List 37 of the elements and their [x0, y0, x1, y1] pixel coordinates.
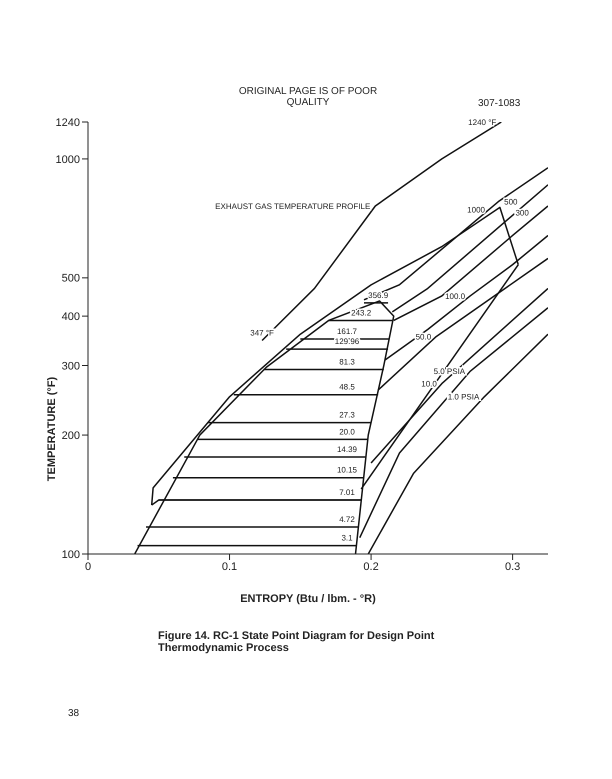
- annotation: EXHAUST GAS TEMPERATURE PROFILE: [215, 202, 370, 211]
- annotation: 243.2: [351, 308, 372, 318]
- annotation: 1.0 PSIA: [448, 392, 480, 402]
- annotation: 100.0: [445, 292, 466, 301]
- annotation: 10.15: [337, 466, 358, 475]
- annotation: 161.7: [337, 327, 358, 336]
- x-tick-label: 0.1: [222, 560, 238, 573]
- annotation: 129.96: [334, 337, 360, 346]
- annotation: 27.3: [339, 410, 356, 420]
- annotation: 500: [504, 197, 518, 206]
- y-tick-label: 300: [62, 360, 80, 372]
- annotation: 4.72: [339, 515, 356, 524]
- y-tick-label: 500: [62, 272, 80, 285]
- annotation: 50.0: [416, 332, 432, 342]
- annotation: 3.1: [341, 534, 354, 543]
- annotation: 48.5: [339, 382, 356, 392]
- annotation: 1240 °F: [468, 118, 496, 127]
- y-tick-label: 100: [62, 548, 80, 561]
- x-tick-label: 0.3: [504, 560, 520, 573]
- text: Figure 14. RC-1 State Point Diagram for Design Point Thermodynamic Process: [158, 630, 436, 654]
- text: 38: [68, 708, 80, 719]
- annotation: 81.3: [339, 358, 356, 367]
- annotation: 300: [515, 208, 530, 218]
- annotation: 14.39: [337, 445, 358, 454]
- annotation: 7.01: [339, 488, 356, 497]
- y-tick-label: 1000: [56, 154, 80, 166]
- y-tick-label: 400: [62, 311, 80, 324]
- x-axis-title: ENTROPY (Btu / lbm. - °R): [239, 593, 377, 605]
- text: ORIGINAL PAGE IS OF POOR QUALITY: [238, 86, 378, 108]
- annotation: 1000: [467, 205, 486, 214]
- y-tick-label: 200: [62, 430, 80, 442]
- y-axis-title: TEMPERATURE (°F): [46, 376, 58, 484]
- text: 307-1083: [478, 98, 520, 109]
- y-tick-label: 1240: [56, 116, 80, 129]
- x-tick-label: 0.2: [363, 560, 379, 573]
- x-tick-label: 0: [84, 560, 92, 573]
- annotation: 20.0: [339, 427, 356, 436]
